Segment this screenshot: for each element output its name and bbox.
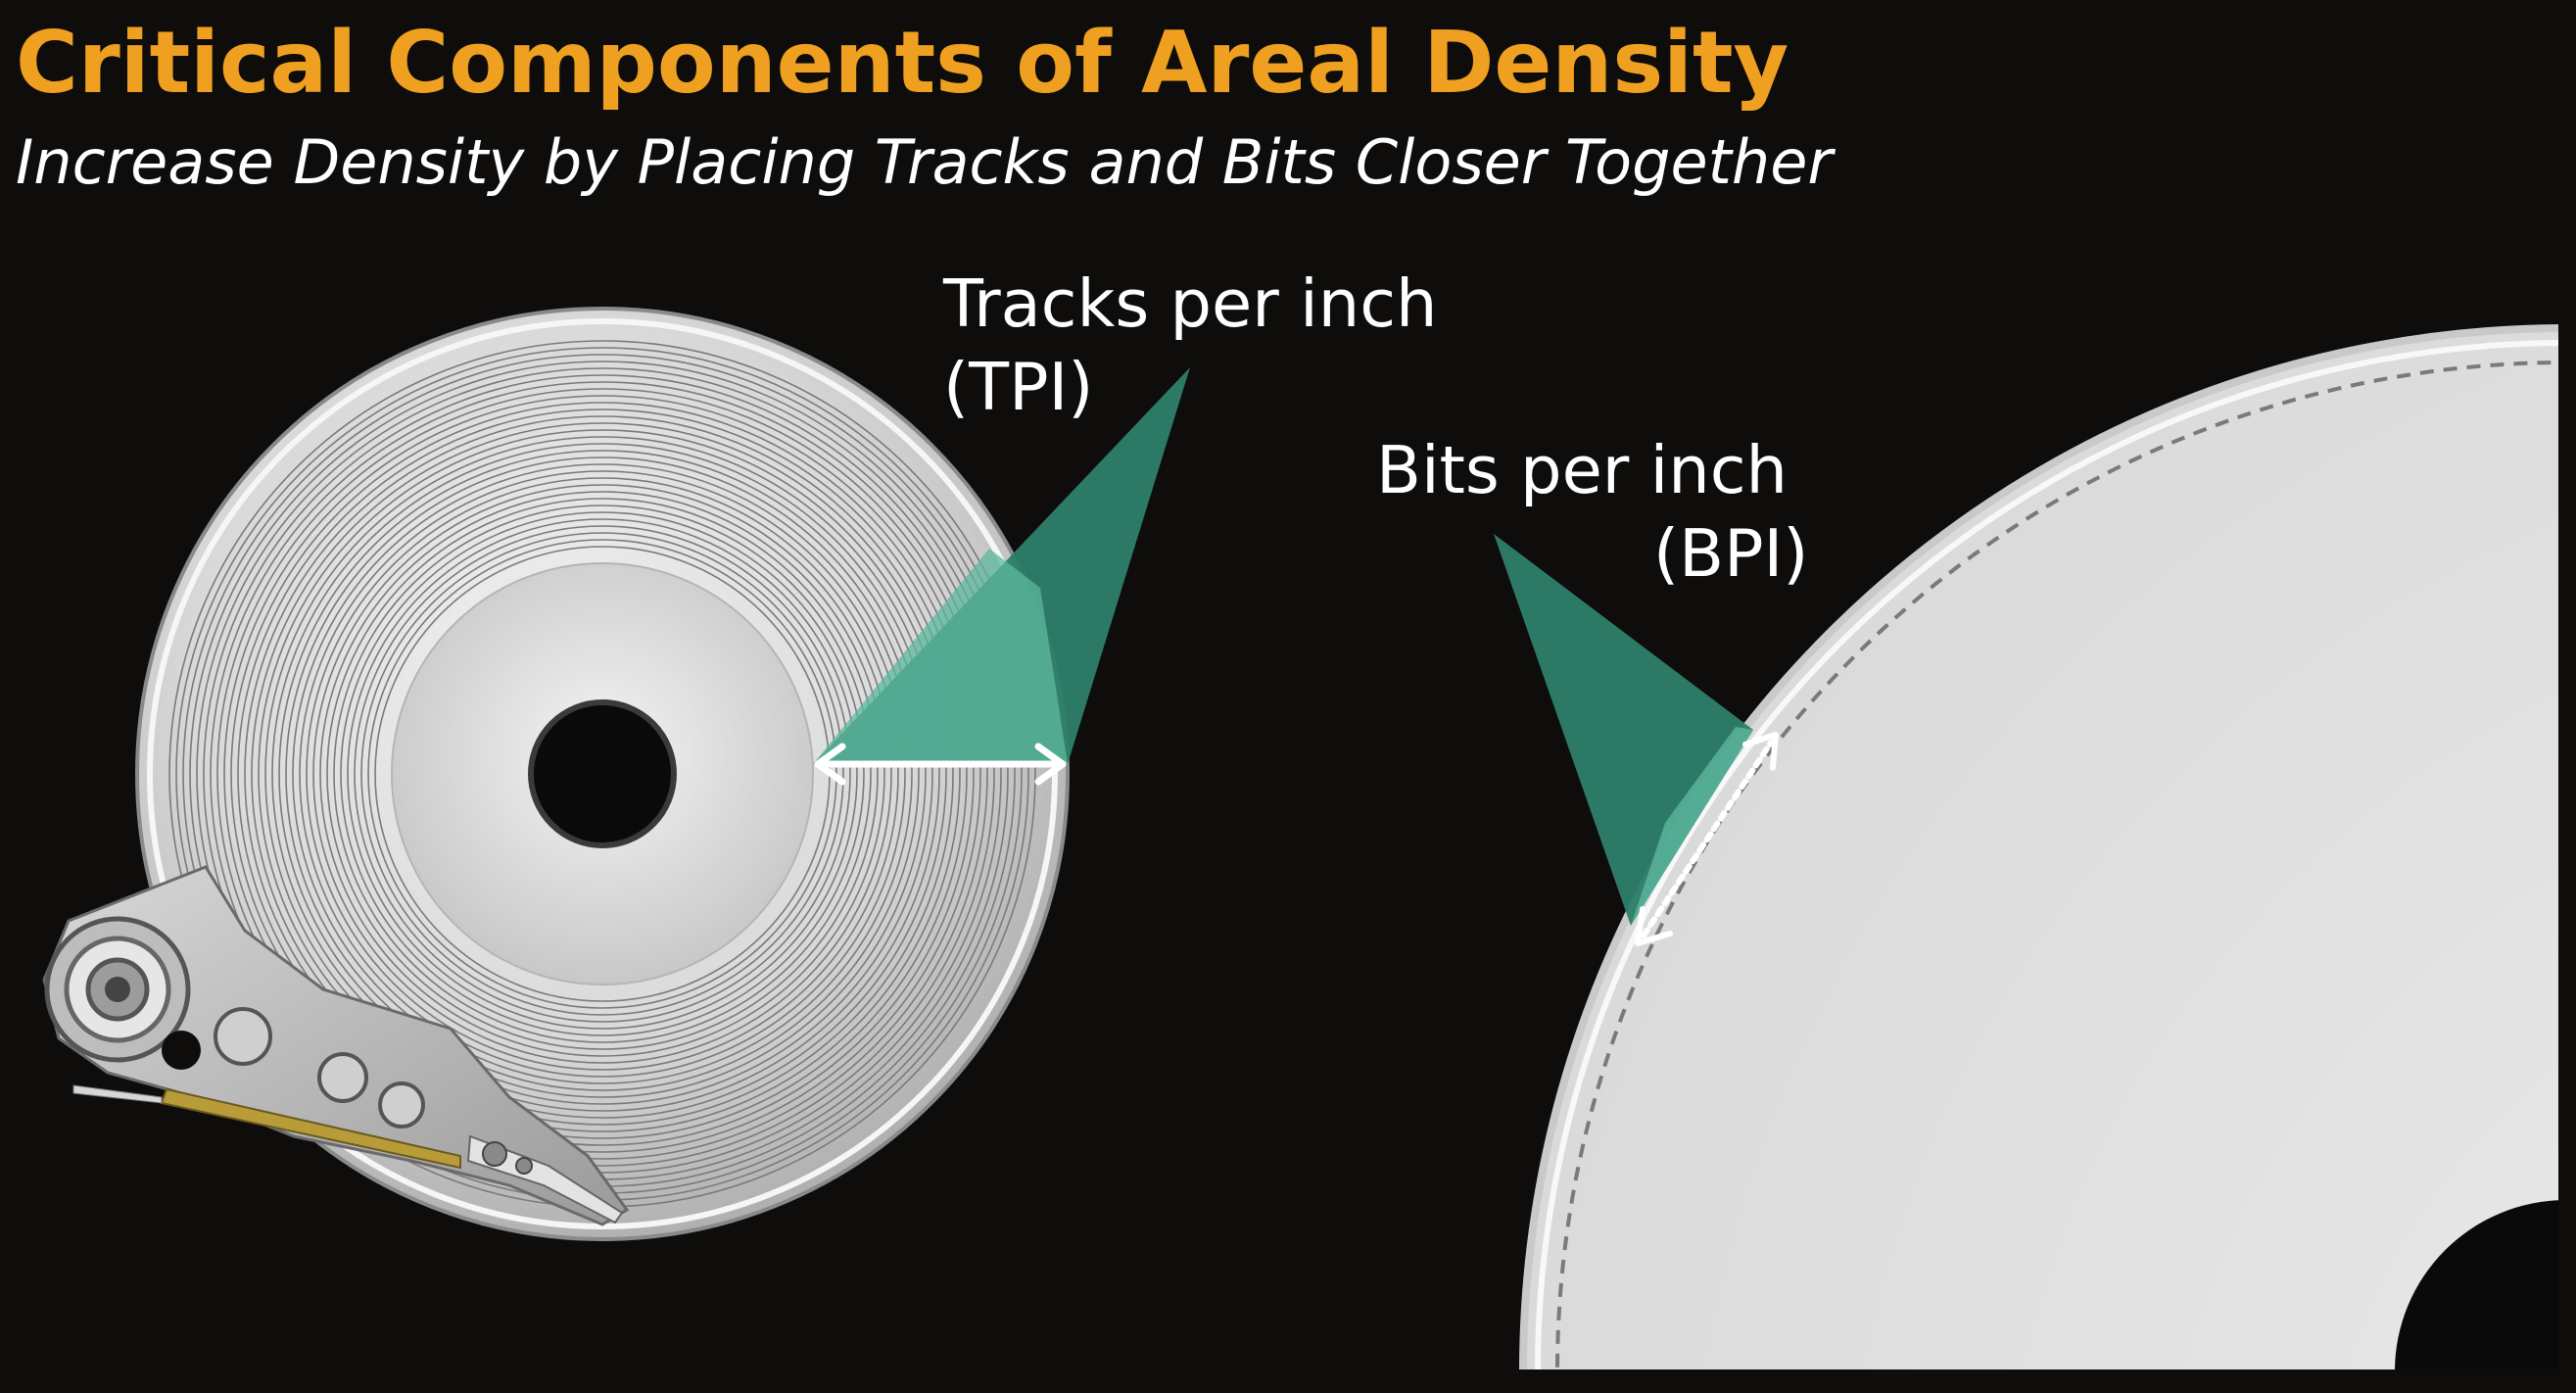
tpi-callout-highlight (813, 549, 1068, 764)
actuator-arm-icon (42, 865, 630, 1226)
tpi-label-line2: (TPI) (943, 349, 1094, 425)
bpi-label-line1: Bits per inch (1376, 432, 1789, 508)
platter-track (285, 456, 920, 1091)
platter-track (340, 511, 865, 1036)
platter-track (258, 429, 947, 1119)
zoomed-right-edge (2558, 323, 2576, 1393)
platter-track (333, 504, 872, 1043)
platter-track (210, 381, 995, 1167)
platter-track (223, 395, 981, 1153)
platter-track (216, 388, 988, 1160)
platter-track (278, 450, 927, 1098)
bpi-callout-highlight (1631, 727, 1753, 926)
zoomed-platter-disk (1523, 328, 2561, 1371)
platter-track (306, 477, 899, 1071)
platter-track (237, 408, 968, 1139)
bpi-callout (1494, 534, 1779, 946)
zoomed-spindle-hole (2395, 1200, 2561, 1371)
tpi-label-line1: Tracks per inch (943, 265, 1438, 342)
page-title: Critical Components of Areal Density (16, 13, 1789, 113)
platter-track (360, 532, 844, 1016)
platter-track (244, 415, 961, 1132)
platter-track (271, 443, 933, 1105)
page-subtitle: Increase Density by Placing Tracks and B… (16, 126, 1833, 198)
tpi-callout (813, 367, 1190, 786)
platter-track (292, 463, 913, 1084)
platter-track (319, 491, 885, 1057)
zoomed-bottom-edge (1469, 1369, 2576, 1393)
tpi-double-arrow-icon (814, 743, 1067, 786)
platter-track (251, 422, 954, 1126)
platter-track (354, 525, 851, 1023)
platter-track (299, 470, 906, 1078)
platter-track (312, 484, 892, 1064)
platter-track (347, 518, 858, 1030)
hard-drive-platter-zoomed (1519, 324, 2561, 1371)
platter-track (203, 374, 1002, 1174)
platter-tracks (168, 340, 1036, 1208)
spindle-hole-rim (528, 699, 677, 848)
spindle-hole (531, 702, 674, 845)
platter-track (326, 498, 879, 1050)
bpi-double-arrow-icon (1635, 732, 1779, 946)
platter-track (230, 402, 975, 1146)
bpi-label-line2: (BPI) (1653, 515, 1809, 592)
platter-track (264, 436, 940, 1112)
